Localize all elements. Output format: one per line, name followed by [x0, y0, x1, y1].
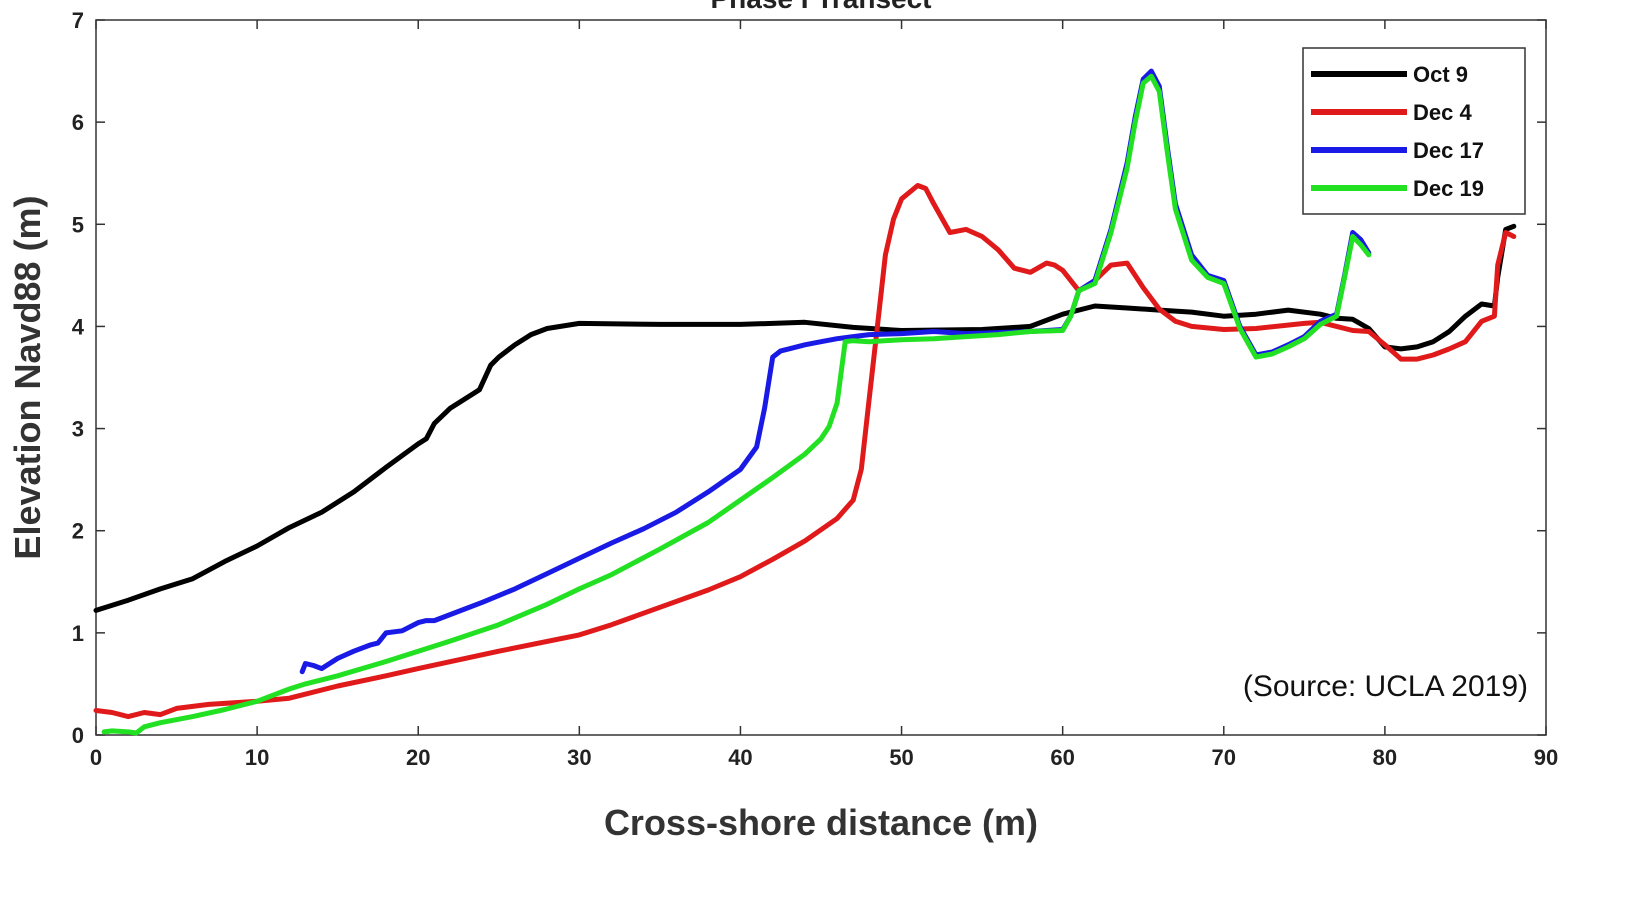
source-annotation: (Source: UCLA 2019)	[1243, 670, 1528, 703]
y-axis-label: Elevation Navd88 (m)	[7, 195, 48, 559]
y-tick-label: 3	[72, 417, 84, 442]
y-tick-label: 1	[72, 621, 84, 646]
series-line-dec-4	[93, 183, 1517, 720]
x-tick-label: 70	[1212, 745, 1236, 770]
legend-entry: Oct 9	[1413, 62, 1468, 87]
y-tick-label: 5	[72, 212, 84, 237]
y-tick-label: 2	[72, 519, 84, 544]
y-tick-label: 4	[72, 314, 85, 339]
series-line-dec-19	[101, 73, 1372, 736]
y-tick-label: 0	[72, 723, 84, 748]
x-axis-label: Cross-shore distance (m)	[604, 802, 1038, 843]
x-tick-label: 30	[567, 745, 591, 770]
y-tick-label: 6	[72, 110, 84, 135]
y-tick-label: 7	[72, 8, 84, 33]
legend-entry: Dec 19	[1413, 176, 1484, 201]
legend: Oct 9 Dec 4 Dec 17 Dec 19	[1302, 47, 1526, 215]
chart-title: Phase I Transect	[710, 0, 931, 14]
x-tick-label: 60	[1050, 745, 1074, 770]
x-tick-label: 40	[728, 745, 752, 770]
legend-entry: Dec 17	[1413, 138, 1484, 163]
x-tick-label: 0	[90, 745, 102, 770]
x-tick-label: 50	[889, 745, 913, 770]
legend-entry: Dec 4	[1413, 100, 1472, 125]
x-tick-label: 80	[1373, 745, 1397, 770]
x-tick-label: 90	[1534, 745, 1558, 770]
x-tick-label: 10	[245, 745, 269, 770]
x-tick-label: 20	[406, 745, 430, 770]
